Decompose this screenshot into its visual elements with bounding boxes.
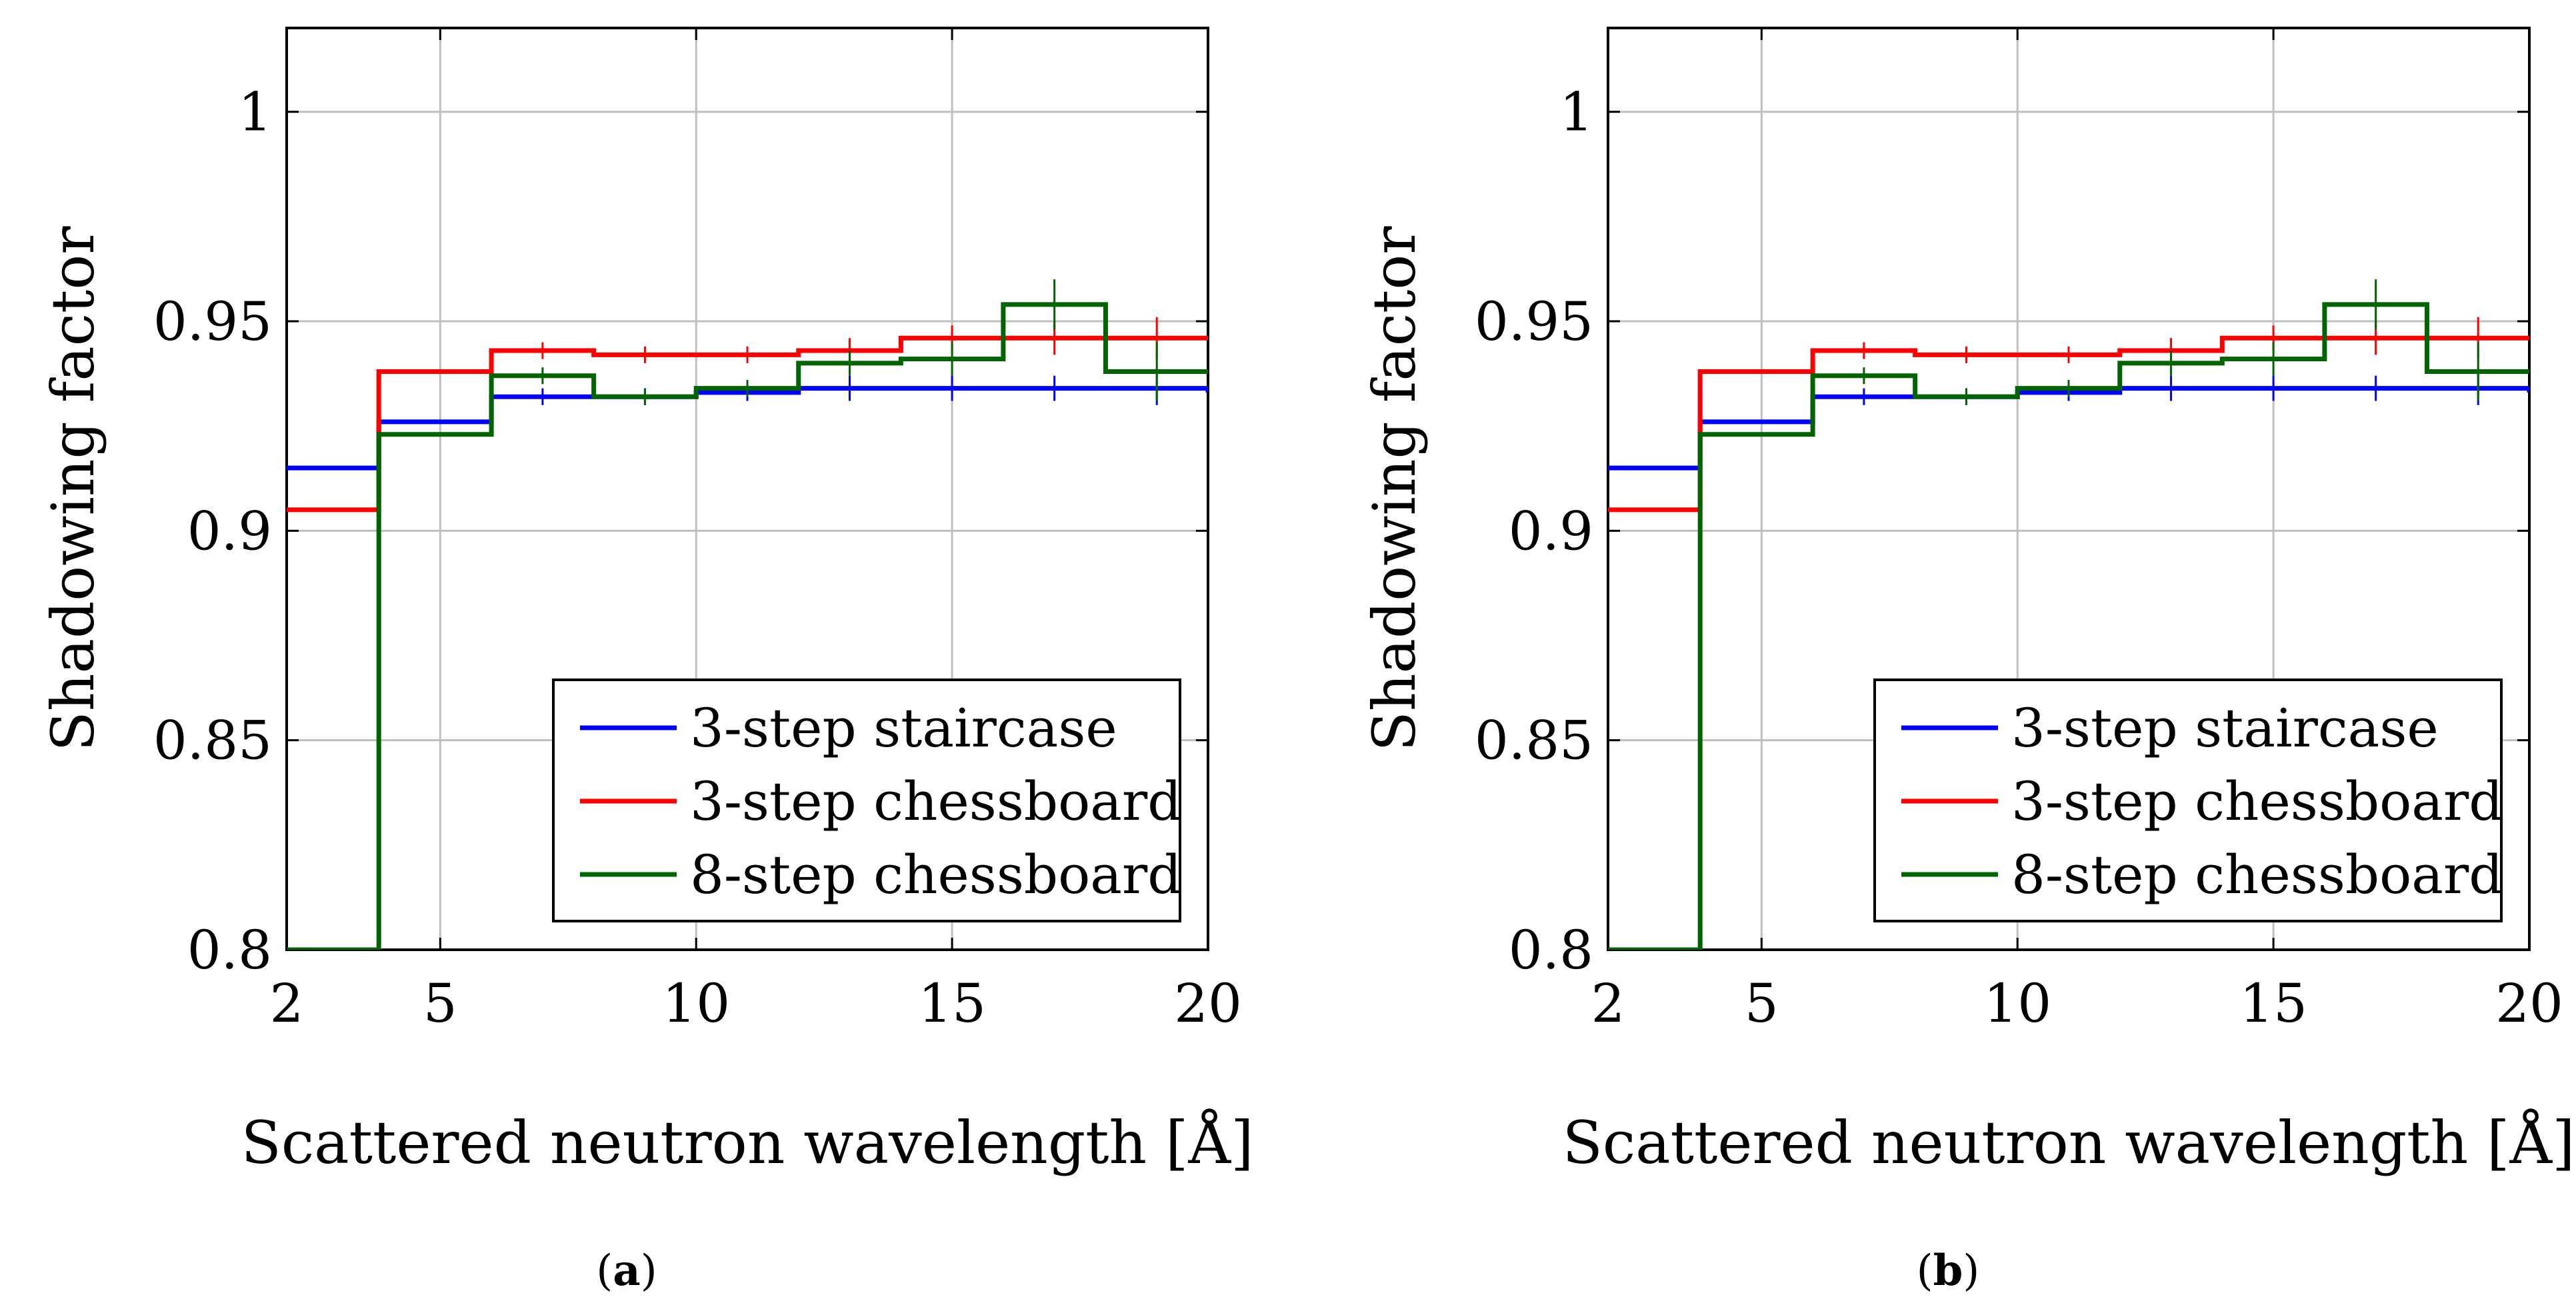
subfigure-caption: (a) — [596, 1246, 657, 1296]
legend-entry: 8-step chessboard — [690, 844, 1181, 906]
y-tick-label: 0.85 — [1475, 710, 1593, 772]
series-2 — [287, 279, 1208, 950]
caption-open-paren: ( — [1917, 1246, 1933, 1296]
y-tick-label: 0.95 — [153, 291, 272, 353]
plot-frame — [285, 27, 1209, 951]
y-tick-label: 1 — [1559, 81, 1593, 143]
legend-entry: 3-step chessboard — [2011, 770, 2503, 832]
x-tick-label: 20 — [2495, 972, 2563, 1034]
caption-close-paren: ) — [1963, 1246, 1979, 1296]
x-tick-label: 15 — [918, 972, 986, 1034]
subfigure-caption: (b) — [1917, 1246, 1980, 1296]
x-tick-label: 20 — [1174, 972, 1242, 1034]
x-tick-label: 2 — [1591, 972, 1625, 1034]
legend: 3-step staircase 3-step chessboard 8-step … — [552, 678, 1181, 922]
x-tick-label: 10 — [662, 972, 730, 1034]
caption-letter: b — [1933, 1246, 1963, 1296]
legend-entry: 3-step staircase — [690, 697, 1117, 759]
series-step-line — [1608, 335, 2529, 513]
y-tick-label: 0.9 — [187, 500, 272, 562]
plot-frame — [1607, 27, 2531, 951]
x-tick-label: 5 — [1745, 972, 1779, 1034]
x-tick-label: 15 — [2239, 972, 2307, 1034]
y-tick-label: 1 — [238, 81, 272, 143]
y-tick-label: 0.9 — [1509, 500, 1593, 562]
x-tick-label: 2 — [270, 972, 304, 1034]
legend: 3-step staircase 3-step chessboard 8-step … — [1873, 678, 2503, 922]
legend-entry: 8-step chessboard — [2011, 844, 2503, 906]
caption-letter: a — [613, 1246, 640, 1296]
series-2 — [1608, 279, 2529, 950]
y-axis-label: Shadowing factor — [39, 226, 107, 752]
y-tick-label: 0.95 — [1475, 291, 1593, 353]
y-tick-label: 0.8 — [187, 919, 272, 981]
y-tick-label: 0.85 — [153, 710, 272, 772]
caption-open-paren: ( — [596, 1246, 613, 1296]
x-tick-label: 5 — [423, 972, 457, 1034]
y-axis-label: Shadowing factor — [1360, 226, 1429, 752]
series-0 — [287, 371, 1208, 471]
x-tick-label: 10 — [1983, 972, 2051, 1034]
legend-entry: 3-step chessboard — [690, 770, 1181, 832]
legend-entry: 3-step staircase — [2011, 697, 2439, 759]
chart-panel-a: 2 5 10 15 20 0.8 0.85 0.9 0.95 1 Scattered neutron… — [39, 27, 1254, 1296]
chart-panel-b: 2 5 10 15 20 0.8 0.85 0.9 0.95 1 Scattered neutron… — [1360, 27, 2575, 1296]
series-step-line — [287, 335, 1208, 513]
caption-close-paren: ) — [641, 1246, 657, 1296]
y-tick-label: 0.8 — [1509, 919, 1593, 981]
x-axis-label: Scattered neutron wavelength [Å] — [1563, 1108, 2575, 1177]
x-axis-label: Scattered neutron wavelength [Å] — [241, 1108, 1254, 1177]
